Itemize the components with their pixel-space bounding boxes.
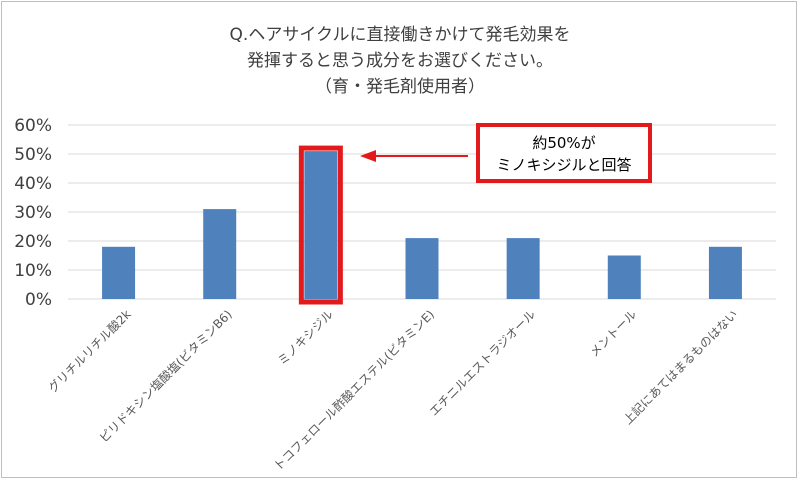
- x-tick-label: メントール: [587, 307, 639, 359]
- y-tick-label: 30%: [14, 203, 52, 223]
- chart-title-line-2: 発揮すると思う成分をお選びください。: [247, 51, 553, 71]
- x-tick-label: トコフェロール酢酸エステル(ビタミンE): [270, 307, 437, 474]
- x-tick-label: ミノキシジル: [275, 307, 336, 368]
- bar-highlight-box: [298, 145, 343, 305]
- bar: [708, 246, 742, 299]
- annotation-line-2: ミノキシジルと回答: [496, 156, 632, 174]
- y-tick-label: 20%: [14, 232, 52, 252]
- bar: [405, 238, 439, 299]
- x-tick-label: エチニルエストラジオール: [427, 307, 539, 419]
- bar: [607, 255, 641, 299]
- annotation-arrow-head: [360, 150, 376, 162]
- bar: [506, 238, 540, 299]
- bar: [102, 246, 136, 299]
- y-tick-label: 0%: [25, 290, 52, 310]
- annotation-line-1: 約50%が: [532, 134, 596, 152]
- annotation-callout: 約50%が ミノキシジルと回答: [476, 123, 652, 183]
- chart-title-line-1: Q.ヘアサイクルに直接働きかけて発毛効果を: [229, 25, 571, 45]
- x-tick-label: 上記にあてはまるものはない: [620, 307, 741, 428]
- y-tick-label: 10%: [14, 261, 52, 281]
- y-tick-label: 50%: [14, 145, 52, 165]
- chart-title-line-3: （育・発毛剤使用者）: [315, 77, 485, 97]
- y-tick-label: 40%: [14, 174, 52, 194]
- y-tick-label: 60%: [14, 116, 52, 136]
- bar: [304, 151, 338, 299]
- x-tick-label: グリチルリチル酸2k: [45, 306, 134, 395]
- bar: [203, 209, 237, 299]
